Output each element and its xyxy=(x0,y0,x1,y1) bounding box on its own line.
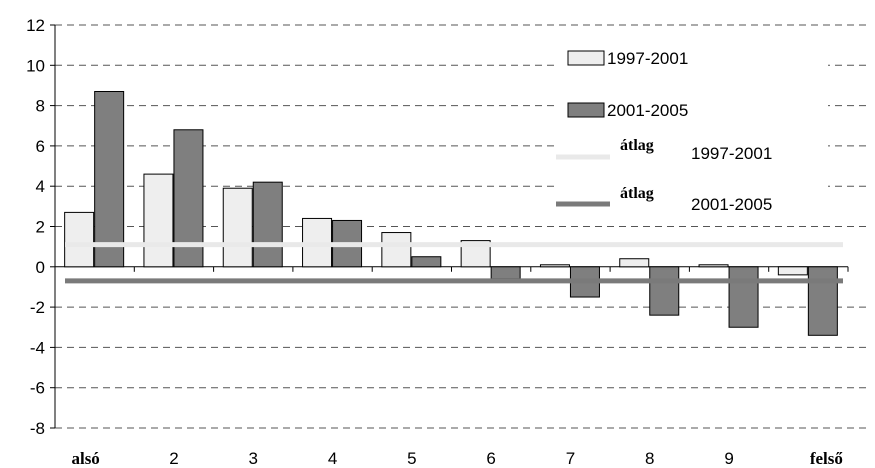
y-tick-label: -4 xyxy=(30,338,45,357)
y-tick-label: 4 xyxy=(36,177,45,196)
bar-2001-2005-alsó xyxy=(94,90,125,268)
x-tick-label: alsó xyxy=(71,449,99,468)
legend-avg-label: átlag xyxy=(620,137,654,154)
legend-avg-period-2001-2005: 2001-2005 xyxy=(691,195,772,214)
y-tick-label: 0 xyxy=(36,258,45,277)
bar-2001-2005-8 xyxy=(649,266,680,316)
bar-2001-2005-felső xyxy=(807,266,838,336)
y-tick-labels: 12 10 8 6 4 2 0 -2 -4 -6 -8 xyxy=(26,16,45,438)
y-tick-label: -8 xyxy=(30,419,45,438)
bar-1997-2001-5 xyxy=(381,232,412,268)
x-tick-label: 9 xyxy=(724,449,733,468)
legend-avg-label: átlag xyxy=(620,185,654,202)
y-tick-label: 12 xyxy=(26,16,45,35)
y-tick-label: -6 xyxy=(30,379,45,398)
bar-1997-2001-9 xyxy=(698,264,729,268)
legend-swatch-2001-2005 xyxy=(567,102,605,118)
bar-1997-2001-2 xyxy=(143,173,174,268)
x-tick-labels: alsó 2 3 4 5 6 7 8 9 felső xyxy=(71,449,843,468)
legend-label-1997-2001: 1997-2001 xyxy=(607,49,688,68)
bar-1997-2001-7 xyxy=(539,264,570,268)
bar-1997-2001-felső xyxy=(777,266,808,276)
bar-1997-2001-8 xyxy=(619,258,650,268)
bar-1997-2001-alsó xyxy=(64,211,95,268)
y-tick-label: 6 xyxy=(36,137,45,156)
x-tick-label: 3 xyxy=(249,449,258,468)
bar-2001-2005-9 xyxy=(728,266,759,328)
x-tick-label: 5 xyxy=(407,449,416,468)
y-tick-label: 2 xyxy=(36,218,45,237)
legend-swatch-1997-2001 xyxy=(567,50,605,66)
x-tick-label: 4 xyxy=(328,449,337,468)
legend-avg-period-1997-2001: 1997-2001 xyxy=(691,144,772,163)
legend-background xyxy=(558,38,828,223)
y-tick-label: 8 xyxy=(36,97,45,116)
x-tick-label: 7 xyxy=(566,449,575,468)
bar-1997-2001-3 xyxy=(222,187,253,268)
legend-label-2001-2005: 2001-2005 xyxy=(607,101,688,120)
bars xyxy=(64,90,838,336)
bar-2001-2005-5 xyxy=(411,256,442,268)
y-tick-label: 10 xyxy=(26,56,45,75)
x-tick-label: felső xyxy=(810,449,844,468)
average-lines xyxy=(65,242,843,284)
x-tick-label: 2 xyxy=(169,449,178,468)
y-tick-label: -2 xyxy=(30,298,45,317)
bar-2001-2005-6 xyxy=(490,266,521,280)
x-tick-label: 6 xyxy=(486,449,495,468)
x-tick-label: 8 xyxy=(645,449,654,468)
bar-2001-2005-3 xyxy=(252,181,283,268)
legend: 1997-2001 2001-2005 átlag 1997-2001 átlag 200… xyxy=(556,38,828,223)
